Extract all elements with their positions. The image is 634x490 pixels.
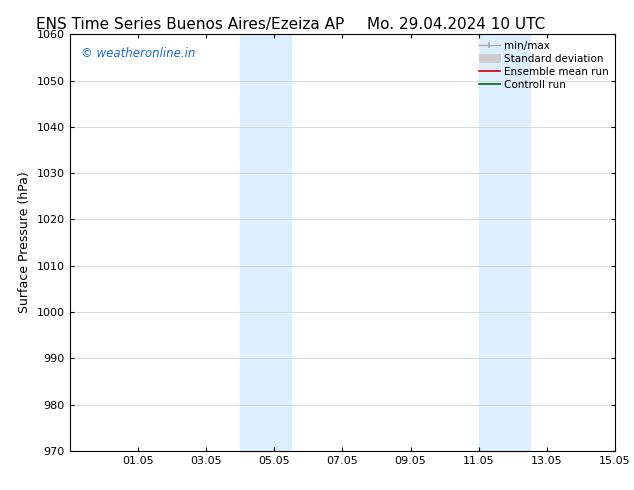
Y-axis label: Surface Pressure (hPa): Surface Pressure (hPa) (18, 172, 31, 314)
Legend: min/max, Standard deviation, Ensemble mean run, Controll run: min/max, Standard deviation, Ensemble me… (475, 36, 613, 94)
Text: © weatheronline.in: © weatheronline.in (81, 47, 195, 60)
Bar (479, 34, 530, 451)
Text: ENS Time Series Buenos Aires/Ezeiza AP: ENS Time Series Buenos Aires/Ezeiza AP (36, 17, 344, 32)
Bar (240, 34, 291, 451)
Text: Mo. 29.04.2024 10 UTC: Mo. 29.04.2024 10 UTC (367, 17, 546, 32)
